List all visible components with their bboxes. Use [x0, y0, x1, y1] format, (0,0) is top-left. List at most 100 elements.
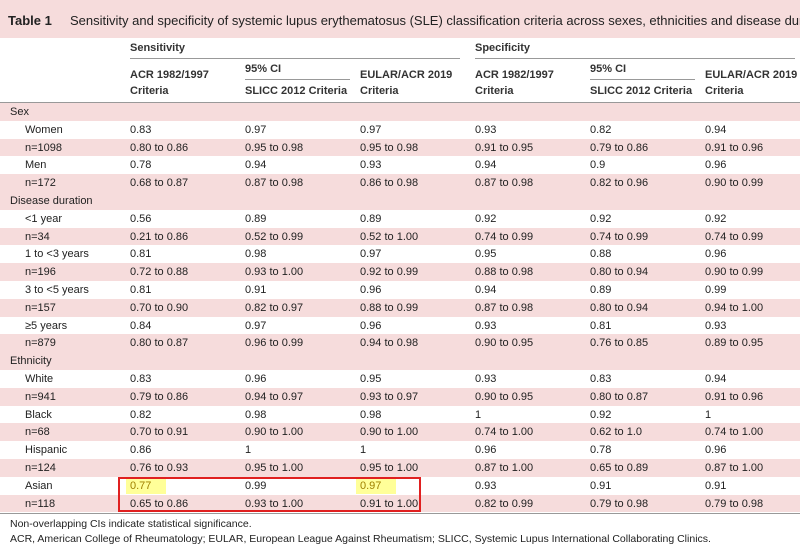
column-header: SLICC 2012 Criteria — [245, 85, 348, 97]
row-label: n=1098 — [25, 141, 63, 154]
cell: 0.96 — [705, 444, 727, 457]
cell: 0.95 to 0.98 — [245, 141, 304, 154]
cell: 0.21 to 0.86 — [130, 230, 189, 243]
cell: 0.95 to 1.00 — [360, 462, 419, 474]
cell: 0.80 to 0.94 — [590, 301, 649, 314]
row-label: n=124 — [25, 462, 56, 474]
rule — [0, 102, 800, 103]
cell: 0.91 to 1.00 — [360, 497, 419, 510]
cell: 0.79 to 0.86 — [130, 390, 189, 403]
cell: 0.97 — [245, 319, 267, 332]
row-label: n=879 — [25, 337, 56, 350]
cell: 0.76 to 0.85 — [590, 337, 649, 350]
column-header: ACR 1982/1997 Criteria — [475, 69, 554, 97]
cell: 0.96 — [705, 159, 727, 172]
cell: 0.95 — [360, 373, 382, 385]
cell: 0.93 — [360, 159, 382, 172]
row-shade — [0, 174, 800, 192]
cell: 0.81 — [590, 319, 612, 332]
row-label: <1 year — [25, 212, 62, 225]
cell: 0.99 — [245, 479, 267, 492]
cell: 0.86 — [130, 444, 152, 457]
cell: 0.99 — [705, 284, 727, 296]
cell: 0.74 to 0.99 — [475, 230, 534, 243]
table-title: Sensitivity and specificity of systemic … — [70, 13, 800, 28]
cell: 0.89 to 0.95 — [705, 337, 764, 350]
cell: 0.91 to 0.96 — [705, 141, 764, 154]
row-label: 3 to <5 years — [25, 284, 89, 296]
cell: 0.91 — [705, 479, 727, 492]
row-shade — [0, 227, 800, 246]
cell: 0.93 to 0.97 — [360, 390, 419, 403]
cell: 0.93 — [475, 479, 497, 492]
cell: 0.90 to 0.99 — [705, 266, 764, 279]
row-shade — [0, 387, 800, 406]
cell: 0.81 — [130, 284, 152, 296]
cell: 0.95 to 1.00 — [245, 462, 304, 474]
cell: 0.87 to 0.98 — [475, 301, 534, 314]
cell: 1 — [705, 408, 712, 421]
section-label: Ethnicity — [10, 355, 52, 368]
cell: 0.78 — [130, 159, 152, 172]
cell: 0.92 — [590, 408, 612, 421]
column-header: EULAR/ACR 2019 Criteria — [360, 69, 453, 97]
cell: 0.95 to 0.98 — [360, 141, 419, 154]
row-label: n=34 — [25, 230, 50, 243]
cell: 0.97 — [360, 248, 382, 261]
cell: 0.83 — [130, 123, 152, 136]
row-shade — [0, 298, 800, 317]
cell: 0.90 to 0.95 — [475, 337, 534, 350]
cell: 0.70 to 0.90 — [130, 301, 189, 314]
cell: 0.91 to 0.96 — [705, 390, 764, 403]
cell: 0.79 to 0.98 — [705, 497, 764, 510]
rule — [245, 79, 350, 80]
row-label: Hispanic — [25, 444, 68, 457]
cell: 0.90 to 0.99 — [705, 177, 764, 190]
cell: 0.82 — [130, 408, 152, 421]
column-header: EULAR/ACR 2019 Criteria — [705, 69, 798, 97]
cell: 0.88 to 0.98 — [475, 266, 534, 279]
cell: 0.77 — [130, 479, 152, 492]
cell: 0.82 to 0.96 — [590, 177, 649, 190]
cell: 0.72 to 0.88 — [130, 266, 189, 279]
footnote: Non-overlapping CIs indicate statistical… — [10, 518, 252, 531]
rule — [590, 79, 695, 80]
cell: 0.91 — [245, 284, 267, 296]
cell: 0.91 to 0.95 — [475, 141, 534, 154]
rule — [0, 513, 800, 515]
cell: 0.74 to 0.99 — [590, 230, 649, 243]
cell: 0.98 — [245, 408, 267, 421]
row-label: n=157 — [25, 301, 56, 314]
cell: 0.93 to 1.00 — [245, 266, 304, 279]
cell: 0.96 — [360, 319, 382, 332]
row-label: 1 to <3 years — [25, 248, 89, 261]
cell: 0.80 to 0.87 — [130, 337, 189, 350]
column-header: SLICC 2012 Criteria — [590, 85, 693, 97]
cell: 0.79 to 0.86 — [590, 141, 649, 154]
cell: 1 — [475, 408, 482, 421]
cell: 0.89 — [245, 212, 267, 225]
cell: 0.80 to 0.94 — [590, 266, 649, 279]
cell: 0.96 — [705, 248, 727, 261]
cell: 0.82 — [590, 123, 612, 136]
cell: 0.87 to 0.98 — [475, 177, 534, 190]
row-shade — [0, 494, 800, 513]
cell: 0.92 — [705, 212, 727, 225]
cell: 1 — [360, 444, 367, 457]
cell: 0.92 — [590, 212, 612, 225]
rule — [130, 58, 460, 59]
ci-label: 95% CI — [245, 63, 282, 75]
cell: 0.79 to 0.98 — [590, 497, 649, 510]
highlight — [126, 477, 166, 494]
cell: 0.93 to 1.00 — [245, 497, 304, 510]
highlight-box — [118, 476, 421, 513]
row-shade — [0, 334, 800, 353]
cell: 0.83 — [130, 373, 152, 385]
section-label: Disease duration — [10, 195, 93, 207]
cell: 0.82 to 0.99 — [475, 497, 534, 510]
row-label: Asian — [25, 479, 53, 492]
row-label: n=196 — [25, 266, 56, 279]
cell: 0.93 — [705, 319, 727, 332]
cell: 0.94 to 0.97 — [245, 390, 304, 403]
row-label: Women — [25, 123, 63, 136]
